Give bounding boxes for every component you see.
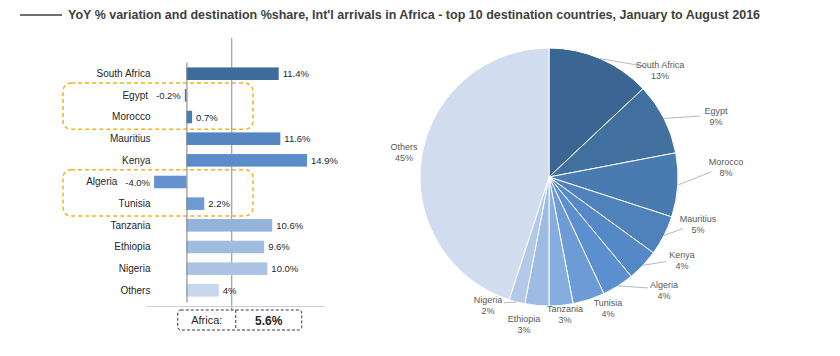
page: YoY % variation and destination %share, … — [0, 0, 840, 356]
leader-line — [664, 229, 683, 236]
axis-line — [186, 63, 187, 303]
data-label: 10.0% — [271, 263, 298, 274]
tick-label: Tanzania — [110, 220, 150, 231]
axis-line — [147, 306, 325, 307]
reference-label: Africa: — [191, 314, 222, 326]
tick-label: Algeria — [86, 176, 118, 187]
bar — [186, 67, 278, 80]
data-label: -4.0% — [125, 177, 150, 188]
slice-labels: South Africa13% Egypt9% Morocco8% Mauritius… — [390, 59, 743, 335]
tick: South Africa — [97, 68, 187, 79]
data-labels: 11.4% -0.2% 0.7% 11.6%14.9% -4.0% 2.2% 10.6% 9.… — [125, 68, 338, 296]
tick: Mauritius — [110, 133, 187, 144]
title: YoY % variation and destination %share, … — [68, 8, 760, 22]
bar-chart: Africa: 5.6% 11.4% -0.2% 0.7% 11.6%14.9% -4.0%… — [63, 38, 338, 330]
data-label: 4% — [223, 285, 237, 296]
slice-value: 3% — [517, 325, 530, 335]
bar — [186, 219, 272, 232]
data-label: 10.6% — [276, 220, 303, 231]
slice-label: Egypt — [704, 106, 728, 116]
bar — [186, 197, 204, 210]
slice-value: 4% — [601, 309, 614, 319]
tick-label: Kenya — [122, 155, 151, 166]
tick-label: Nigeria — [119, 263, 151, 274]
tick: Egypt — [122, 90, 186, 101]
slice-value: 4% — [675, 261, 688, 271]
tick-label: Morocco — [112, 111, 151, 122]
reference-box-divider — [235, 310, 236, 330]
slice-value: 45% — [395, 153, 413, 163]
bar — [154, 176, 186, 189]
slice-value: 3% — [558, 315, 571, 325]
bar — [186, 132, 280, 145]
slice-label: Ethiopia — [508, 314, 541, 324]
slice-label: Tunisia — [594, 298, 623, 308]
bar — [186, 262, 267, 275]
tick-label: Mauritius — [110, 133, 151, 144]
tick-label: South Africa — [97, 68, 151, 79]
tick: Ethiopia — [114, 241, 186, 252]
chart-canvas: YoY % variation and destination %share, … — [0, 0, 840, 356]
tick: Tanzania — [110, 220, 186, 231]
leader-line — [643, 262, 666, 266]
data-label: 11.6% — [284, 133, 311, 144]
bar — [185, 89, 187, 102]
data-label: 14.9% — [311, 155, 338, 166]
bar — [186, 154, 307, 167]
reference-box — [178, 310, 302, 330]
highlight-box — [63, 83, 253, 129]
slice-label: Algeria — [650, 280, 678, 290]
title-rule — [20, 14, 62, 16]
leader-line — [664, 116, 700, 118]
slice-label: Others — [390, 142, 418, 152]
highlight-box — [63, 170, 253, 216]
tick-label: Ethiopia — [114, 241, 151, 252]
data-label: -0.2% — [156, 90, 181, 101]
tick: Algeria — [86, 176, 186, 187]
slice-label: Nigeria — [474, 295, 503, 305]
reference-value: 5.6% — [255, 314, 283, 328]
slice — [420, 48, 549, 300]
bar — [186, 241, 264, 254]
data-label: 9.6% — [268, 241, 290, 252]
value-axis — [147, 306, 325, 307]
tick: Nigeria — [119, 263, 187, 274]
slice-label: Mauritius — [680, 214, 717, 224]
reference: Africa: 5.6% — [178, 38, 302, 330]
pie-chart: South Africa13% Egypt9% Morocco8% Mauritius… — [390, 48, 743, 335]
data-label: 2.2% — [208, 198, 230, 209]
slice-value: 13% — [651, 71, 669, 81]
slice-value: 2% — [481, 306, 494, 316]
slice-value: 4% — [657, 291, 670, 301]
tick-label: Tunisia — [119, 198, 151, 209]
slice-value: 5% — [691, 225, 704, 235]
slice-label: Tanzania — [547, 304, 583, 314]
category-axis: South Africa Egypt Morocco Mauritius Kenya Al… — [86, 63, 187, 303]
tick: Morocco — [112, 111, 186, 122]
slice-value: 9% — [709, 117, 722, 127]
slice-label: Morocco — [709, 157, 744, 167]
tick: Others — [120, 285, 186, 296]
leader-line — [678, 172, 711, 185]
tick: Kenya — [122, 155, 186, 166]
slice-label: South Africa — [636, 60, 685, 70]
bars — [154, 67, 307, 296]
data-label: 0.7% — [196, 112, 218, 123]
slice-label: Kenya — [669, 250, 695, 260]
slices — [420, 48, 678, 306]
bar — [186, 284, 218, 297]
leader-line — [618, 286, 648, 288]
tick: Tunisia — [119, 198, 187, 209]
tick-label: Others — [120, 285, 150, 296]
slice — [549, 177, 573, 306]
leader-line — [504, 301, 517, 303]
data-label: 11.4% — [283, 68, 310, 79]
tick-label: Egypt — [122, 90, 148, 101]
slice-value: 8% — [719, 168, 732, 178]
